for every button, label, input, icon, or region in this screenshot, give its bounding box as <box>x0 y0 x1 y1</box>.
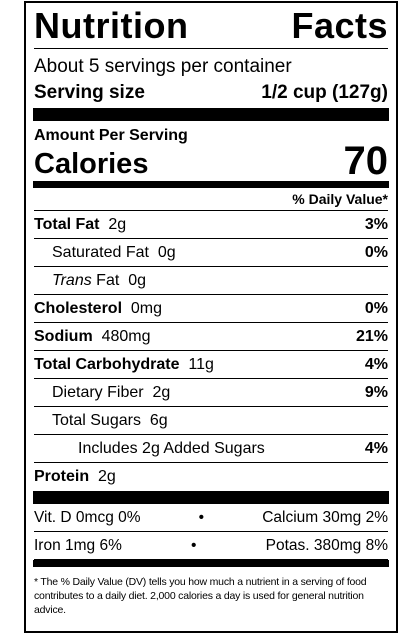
nutrient-amount: 2g <box>98 468 116 485</box>
title-right: Facts <box>291 5 388 46</box>
nutrient-dv: 4% <box>364 439 388 457</box>
serving-size-row: Serving size 1/2 cup (127g) <box>34 80 388 108</box>
nutrient-amount: 11g <box>188 355 214 373</box>
nutrient-label: Protein <box>34 468 90 485</box>
nutrient-label: Saturated Fat <box>52 243 149 261</box>
nutrient-label: Total Fat <box>34 215 100 233</box>
nutrient-amount: 2g <box>152 383 171 401</box>
label-title: Nutrition Facts <box>34 3 388 49</box>
calories-label: Calories <box>34 148 149 180</box>
nutrient-dv: 0% <box>364 243 388 261</box>
nutrient-amount: 6g <box>149 411 168 429</box>
amount-per-serving: Amount Per Serving <box>34 127 188 144</box>
bullet-separator: • <box>198 508 205 526</box>
daily-value-header: % Daily Value* <box>34 188 388 211</box>
nutrient-dv: 3% <box>364 215 388 233</box>
nutrient-row-saturated-fat: Saturated Fat 0g 0% <box>34 239 388 267</box>
daily-value-footnote: * The % Daily Value (DV) tells you how m… <box>34 576 367 616</box>
nutrient-amount: 0g <box>128 271 146 289</box>
vitamin-row-1: Vit. D 0mcg 0% • Calcium 30mg 2% <box>34 504 388 532</box>
nutrient-label: Fat <box>96 271 120 289</box>
nutrient-row-trans-fat: Trans Fat 0g <box>34 267 388 295</box>
nutrient-amount: 0mg <box>130 299 163 317</box>
nutrient-dv: 21% <box>355 327 388 345</box>
nutrient-row-total-carbohydrate: Total Carbohydrate 11g 4% <box>34 351 388 379</box>
nutrient-label: Sodium <box>34 327 93 345</box>
calories-row: Calories 70 <box>34 141 388 181</box>
nutrient-amount: 480mg <box>101 327 151 345</box>
nutrient-amount: 0g <box>157 243 176 261</box>
nutrient-row-sodium: Sodium 480mg 21% <box>34 323 388 351</box>
iron: Iron 1mg 6% <box>34 536 122 554</box>
thick-divider <box>33 491 389 504</box>
nutrient-row-total-fat: Total Fat 2g 3% <box>34 211 388 239</box>
nutrient-amount: 2g <box>108 215 127 233</box>
nutrient-row-dietary-fiber: Dietary Fiber 2g 9% <box>34 379 388 407</box>
nutrient-label: Includes 2g Added Sugars <box>78 439 265 457</box>
serving-size-label: Serving size <box>34 82 145 103</box>
nutrient-dv: 0% <box>364 299 388 317</box>
nutrition-facts-label: Nutrition Facts About 5 servings per con… <box>24 1 398 633</box>
nutrient-label-italic: Trans <box>52 271 92 289</box>
servings-per-container: About 5 servings per container <box>34 56 292 77</box>
vitamin-d: Vit. D 0mcg 0% <box>34 508 141 526</box>
thick-divider <box>33 108 389 121</box>
nutrient-label: Total Carbohydrate <box>34 355 180 373</box>
nutrient-dv: 4% <box>364 355 388 373</box>
nutrient-row-protein: Protein 2g <box>34 463 388 491</box>
title-left: Nutrition <box>34 5 189 46</box>
vitamin-row-2: Iron 1mg 6% • Potas. 380mg 8% <box>34 532 388 560</box>
nutrient-row-cholesterol: Cholesterol 0mg 0% <box>34 295 388 323</box>
nutrient-label: Dietary Fiber <box>52 383 144 401</box>
nutrient-dv: 9% <box>364 383 388 401</box>
potassium: Potas. 380mg 8% <box>265 536 388 554</box>
serving-size-value: 1/2 cup (127g) <box>261 82 388 103</box>
nutrient-row-added-sugars: Includes 2g Added Sugars 4% <box>34 435 388 463</box>
bullet-separator: • <box>191 536 197 554</box>
nutrient-label: Total Sugars <box>52 411 141 429</box>
medium-divider <box>33 560 389 567</box>
nutrient-label: Cholesterol <box>34 299 123 317</box>
nutrient-row-total-sugars: Total Sugars 6g <box>34 407 388 435</box>
medium-divider <box>33 181 389 188</box>
calories-value: 70 <box>343 139 389 183</box>
calcium: Calcium 30mg 2% <box>262 508 388 526</box>
